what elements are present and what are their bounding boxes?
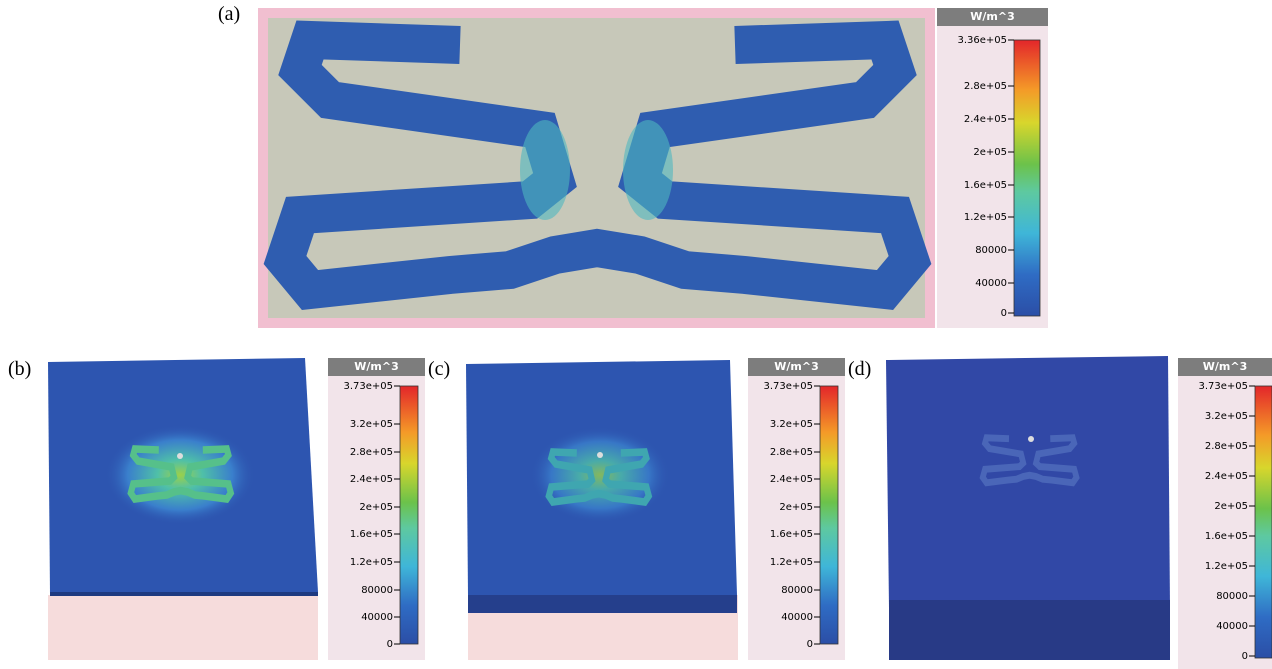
tick-label: 2.4e+05 — [1205, 471, 1248, 482]
tick-label: 80000 — [1216, 591, 1248, 602]
block-side — [50, 592, 318, 596]
tick-label: 3.2e+05 — [350, 419, 393, 430]
tick-label: 2.8e+05 — [964, 81, 1007, 92]
panel-label: (c) — [428, 358, 450, 380]
block-side — [468, 595, 737, 613]
tick-label: 3.73e+05 — [1198, 381, 1248, 392]
colorbar — [820, 386, 838, 644]
tick-label: 40000 — [781, 612, 813, 623]
tick-label: 80000 — [781, 585, 813, 596]
feed-gap — [574, 25, 618, 70]
tick-label: 80000 — [361, 585, 393, 596]
figure: (a) W/m^3 3.36e+05 2.8e+05 2.4e+05 2e+05 1.6e+… — [0, 0, 1272, 669]
colorbar-unit: W/m^3 — [1203, 360, 1247, 373]
tick-label: 0 — [387, 639, 393, 650]
colorbar — [400, 386, 418, 644]
tick-label: 1.6e+05 — [350, 529, 393, 540]
tick-label: 1.2e+05 — [770, 557, 813, 568]
tick-label: 2.8e+05 — [1205, 441, 1248, 452]
tick-label: 3.2e+05 — [770, 419, 813, 430]
tick-label: 2e+05 — [1214, 501, 1248, 512]
tick-label: 2e+05 — [973, 147, 1007, 158]
tick-label: 3.73e+05 — [763, 381, 813, 392]
tick-label: 3.36e+05 — [957, 35, 1007, 46]
tick-label: 0 — [807, 639, 813, 650]
tick-label: 2.8e+05 — [770, 447, 813, 458]
tick-label: 2.4e+05 — [350, 474, 393, 485]
panel-label: (d) — [848, 358, 871, 380]
tick-label: 1.6e+05 — [770, 529, 813, 540]
tick-label: 2e+05 — [359, 502, 393, 513]
panel-label: (a) — [218, 3, 240, 25]
hotspot — [623, 120, 673, 220]
panel-label: (b) — [8, 358, 31, 380]
tick-label: 0 — [1242, 651, 1248, 662]
tick-label: 2.4e+05 — [770, 474, 813, 485]
tick-label: 40000 — [975, 278, 1007, 289]
field — [105, 425, 255, 525]
tick-label: 1.2e+05 — [350, 557, 393, 568]
figure-canvas: (a) W/m^3 3.36e+05 2.8e+05 2.4e+05 2e+05 1.6e+… — [0, 0, 1272, 669]
tick-label: 40000 — [361, 612, 393, 623]
tick-label: 3.2e+05 — [1205, 411, 1248, 422]
tick-label: 1.6e+05 — [1205, 531, 1248, 542]
tick-label: 3.73e+05 — [343, 381, 393, 392]
hotspot — [520, 120, 570, 220]
colorbar — [1255, 386, 1272, 658]
tick-label: 2.4e+05 — [964, 114, 1007, 125]
tick-label: 0 — [1001, 308, 1007, 319]
tick-label: 40000 — [1216, 621, 1248, 632]
colorbar — [1014, 40, 1040, 316]
block — [886, 356, 1170, 608]
tick-label: 2.8e+05 — [350, 447, 393, 458]
colorbar-unit: W/m^3 — [774, 360, 818, 373]
field — [530, 427, 670, 523]
tick-label: 80000 — [975, 245, 1007, 256]
shadow — [48, 595, 318, 660]
tick-label: 1.2e+05 — [1205, 561, 1248, 572]
tick-label: 1.2e+05 — [964, 212, 1007, 223]
colorbar-unit: W/m^3 — [970, 10, 1014, 23]
tick-label: 1.6e+05 — [964, 180, 1007, 191]
block-side — [889, 600, 1170, 660]
tick-label: 2e+05 — [779, 502, 813, 513]
colorbar-unit: W/m^3 — [354, 360, 398, 373]
